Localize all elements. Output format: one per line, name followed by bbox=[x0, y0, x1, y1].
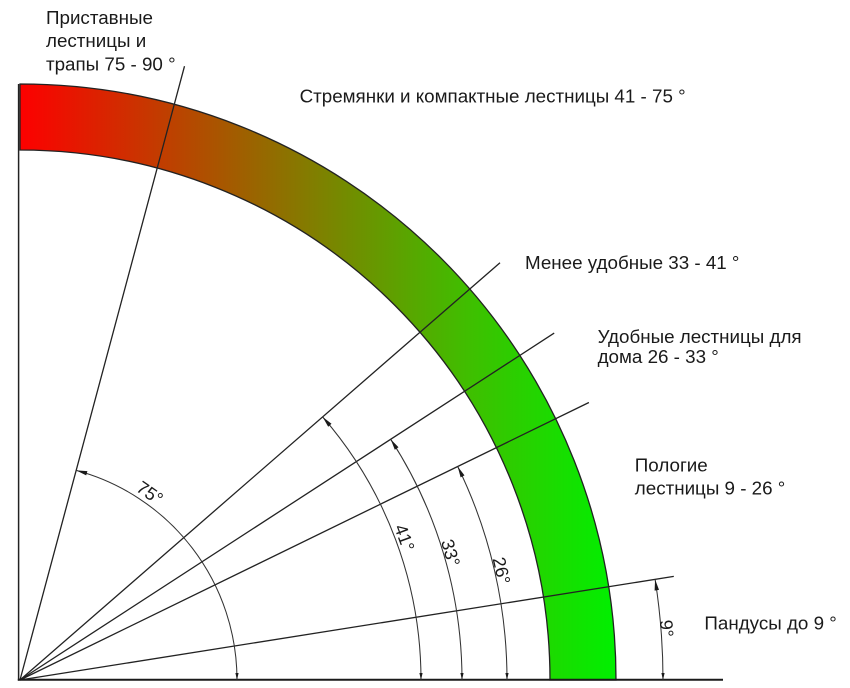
svg-text:Пологие: Пологие bbox=[635, 455, 708, 476]
svg-text:дома 26 - 33 °: дома 26 - 33 ° bbox=[598, 346, 719, 367]
svg-text:лестницы и: лестницы и bbox=[46, 30, 146, 51]
svg-text:трапы 75 - 90 °: трапы 75 - 90 ° bbox=[46, 54, 176, 75]
svg-text:Стремянки и компактные лестниц: Стремянки и компактные лестницы 41 - 75 … bbox=[300, 86, 686, 107]
svg-text:Приставные: Приставные bbox=[46, 7, 153, 28]
svg-text:Пандусы до 9 °: Пандусы до 9 ° bbox=[704, 612, 836, 633]
svg-text:Менее удобные 33 - 41 °: Менее удобные 33 - 41 ° bbox=[525, 252, 739, 273]
svg-text:9°: 9° bbox=[656, 619, 677, 638]
svg-text:лестницы 9 - 26 °: лестницы 9 - 26 ° bbox=[635, 477, 786, 498]
svg-text:Удобные лестницы для: Удобные лестницы для bbox=[598, 326, 802, 347]
